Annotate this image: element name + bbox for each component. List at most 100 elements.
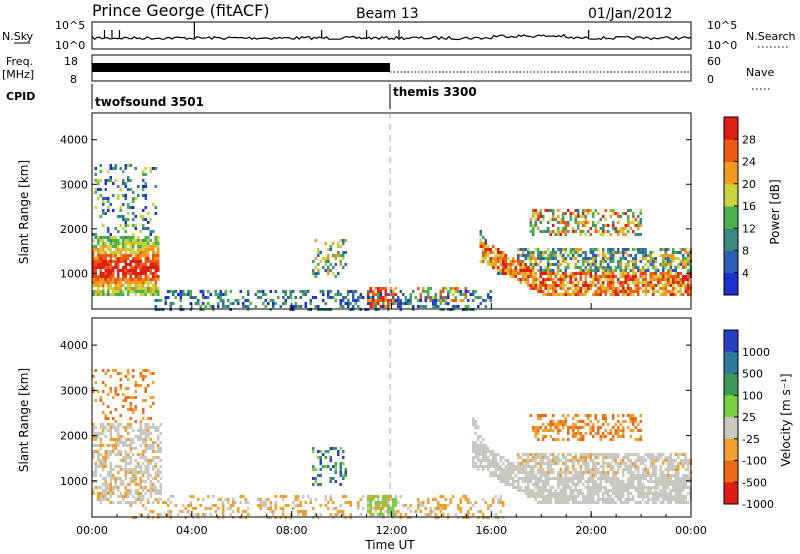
data-cell <box>644 468 647 471</box>
data-cell <box>147 459 150 462</box>
data-cell <box>572 501 575 504</box>
data-cell <box>144 254 147 257</box>
data-cell <box>584 233 587 236</box>
data-cell <box>399 513 402 516</box>
data-cell <box>162 501 165 504</box>
data-cell <box>334 465 337 468</box>
data-cell <box>404 299 407 302</box>
data-cell <box>109 468 112 471</box>
data-cell <box>342 477 345 480</box>
data-cell <box>119 293 122 296</box>
data-cell <box>147 212 150 215</box>
data-cell <box>507 480 510 483</box>
data-cell <box>94 257 97 260</box>
data-cell <box>599 480 602 483</box>
data-cell <box>677 263 680 266</box>
data-cell <box>552 420 555 423</box>
data-cell <box>482 456 485 459</box>
data-cell <box>139 284 142 287</box>
data-cell <box>147 384 150 387</box>
data-cell <box>339 299 342 302</box>
data-cell <box>134 242 137 245</box>
data-cell <box>637 269 640 272</box>
data-cell <box>569 218 572 221</box>
x-tick-label: 08:00 <box>276 524 308 537</box>
data-cell <box>379 501 382 504</box>
data-cell <box>352 290 355 293</box>
data-cell <box>562 212 565 215</box>
data-cell <box>627 230 630 233</box>
data-cell <box>152 426 155 429</box>
data-cell <box>529 459 532 462</box>
data-cell <box>179 290 182 293</box>
data-cell <box>562 489 565 492</box>
data-cell <box>632 263 635 266</box>
data-cell <box>137 281 140 284</box>
data-cell <box>622 501 625 504</box>
data-cell <box>547 266 550 269</box>
data-cell <box>359 293 362 296</box>
data-cell <box>602 260 605 263</box>
data-cell <box>554 281 557 284</box>
data-cell <box>582 492 585 495</box>
data-cell <box>209 513 212 516</box>
data-cell <box>539 284 542 287</box>
data-cell <box>124 489 127 492</box>
data-cell <box>542 281 545 284</box>
data-cell <box>679 251 682 254</box>
data-cell <box>152 510 155 513</box>
data-cell <box>669 269 672 272</box>
data-cell <box>119 236 122 239</box>
data-cell <box>374 305 377 308</box>
data-cell <box>609 281 612 284</box>
data-cell <box>329 296 332 299</box>
data-cell <box>639 281 642 284</box>
data-cell <box>169 513 172 516</box>
data-cell <box>669 465 672 468</box>
data-cell <box>619 486 622 489</box>
data-cell <box>502 269 505 272</box>
data-cell <box>444 299 447 302</box>
data-cell <box>212 305 215 308</box>
data-cell <box>149 405 152 408</box>
data-cell <box>209 293 212 296</box>
data-cell <box>627 498 630 501</box>
data-cell <box>627 287 630 290</box>
data-cell <box>584 414 587 417</box>
data-cell <box>429 287 432 290</box>
data-cell <box>109 390 112 393</box>
data-cell <box>669 495 672 498</box>
data-cell <box>684 495 687 498</box>
data-cell <box>609 438 612 441</box>
data-cell <box>137 278 140 281</box>
data-cell <box>634 224 637 227</box>
data-cell <box>627 293 630 296</box>
data-cell <box>564 272 567 275</box>
data-cell <box>634 281 637 284</box>
data-cell <box>619 429 622 432</box>
data-cell <box>604 417 607 420</box>
data-cell <box>507 462 510 465</box>
data-cell <box>357 299 360 302</box>
data-cell <box>602 257 605 260</box>
data-cell <box>319 251 322 254</box>
data-cell <box>602 468 605 471</box>
data-cell <box>322 465 325 468</box>
data-cell <box>549 284 552 287</box>
data-cell <box>109 411 112 414</box>
data-cell <box>339 245 342 248</box>
data-cell <box>124 218 127 221</box>
data-cell <box>589 251 592 254</box>
data-cell <box>604 269 607 272</box>
data-cell <box>122 215 125 218</box>
data-cell <box>502 456 505 459</box>
data-cell <box>582 260 585 263</box>
data-cell <box>509 465 512 468</box>
data-cell <box>124 194 127 197</box>
data-cell <box>94 290 97 293</box>
data-cell <box>587 489 590 492</box>
data-cell <box>679 278 682 281</box>
data-cell <box>107 200 110 203</box>
data-cell <box>677 456 680 459</box>
data-cell <box>127 438 130 441</box>
